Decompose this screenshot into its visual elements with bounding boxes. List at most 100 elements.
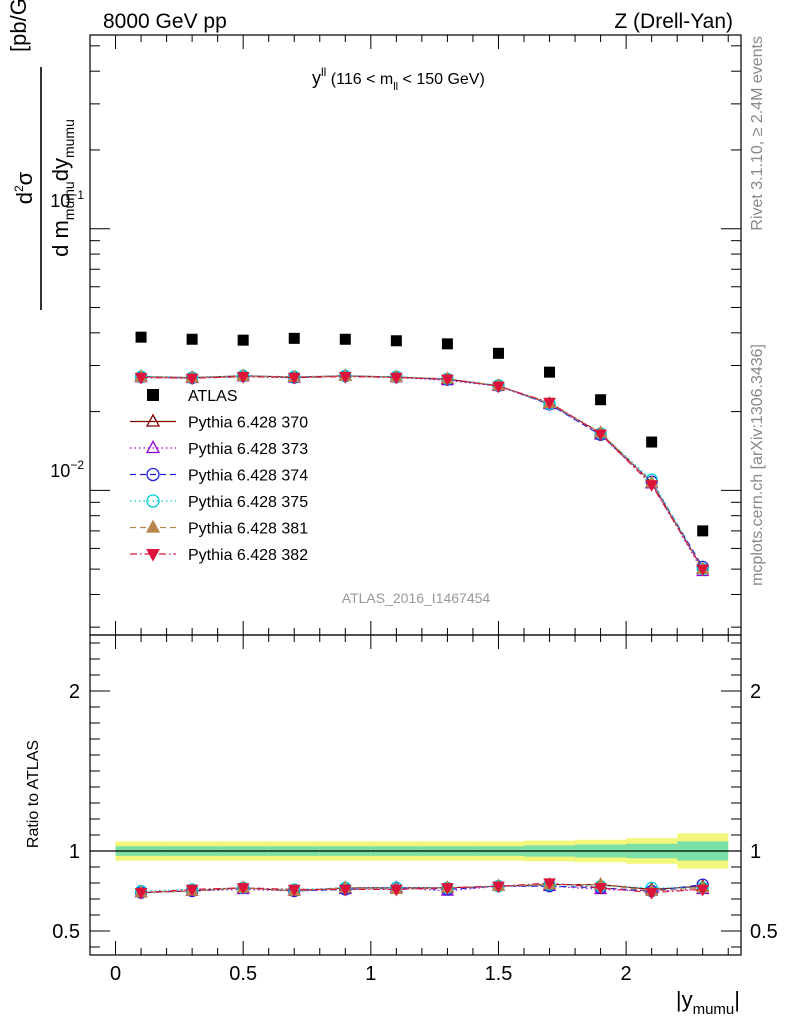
legend-label: Pythia 6.428 382 [188, 547, 308, 564]
legend-label: ATLAS [188, 388, 238, 405]
ratio-point [543, 878, 556, 891]
legend-marker [146, 494, 160, 508]
ratio-tick-labels: 0 0.5 1 1.5 2 0.5 0.5 1 1 2 2 [52, 681, 778, 985]
header-left: 8000 GeV pp [103, 10, 227, 33]
series-6 [134, 372, 710, 577]
data-point [441, 338, 453, 350]
ratio-series-5 [134, 878, 710, 900]
ratio-point [134, 887, 148, 900]
rivet-label: Rivet 3.1.10, ≥ 2.4M events [749, 36, 766, 231]
data-point [135, 331, 147, 343]
ratio-point [696, 884, 710, 897]
ratio-ytick-label-right: 2 [750, 681, 761, 703]
data-point [492, 347, 504, 359]
legend-marker [146, 467, 160, 482]
data-point [134, 372, 148, 385]
ratio-frame [89, 634, 742, 956]
mcplots-label: mcplots.cern.ch [arXiv:1306.3436] [749, 344, 766, 586]
x-tick-label: 1 [365, 963, 376, 985]
x-axis-label: |ymumu| [676, 987, 740, 1018]
data-point [646, 436, 658, 448]
ratio-line [141, 885, 703, 894]
main-ylabel: d2σ d mmumudymumu [pb/GeV] [6, 0, 77, 310]
data-point [595, 394, 607, 406]
legend-label: Pythia 6.428 370 [188, 415, 308, 432]
ratio-ytick-label-left: 2 [69, 681, 80, 703]
ratio-ticks [90, 635, 741, 955]
ratio-ytick-label-right: 0.5 [750, 921, 778, 943]
data-point [339, 333, 351, 345]
legend-marker [146, 549, 160, 562]
ylabel-unit: [pb/GeV] [6, 0, 31, 52]
legend-entry-1: Pythia 6.428 370 [130, 413, 308, 432]
ratio-point [287, 884, 301, 897]
main-series [134, 331, 710, 577]
legend-label: Pythia 6.428 381 [188, 521, 308, 538]
ylabel-denominator: d mmumudymumu [48, 119, 77, 257]
data-point [237, 334, 249, 346]
data-point [697, 525, 709, 537]
data-point [288, 332, 300, 344]
series-line [141, 376, 704, 570]
ratio-point [645, 887, 658, 900]
ratio-point [441, 883, 454, 895]
legend-entry-5: Pythia 6.428 381 [130, 519, 308, 538]
legend: ATLAS Pythia 6.428 370 Pythia 6.428 373 Pyt… [130, 388, 308, 564]
x-tick-label: 0 [110, 963, 121, 985]
x-tick-label: 2 [621, 963, 632, 985]
ylabel-numerator: d2σ [12, 171, 37, 204]
ratio-band [90, 833, 741, 869]
legend-marker [145, 519, 161, 533]
legend-label: Pythia 6.428 374 [188, 468, 308, 485]
ratio-line [141, 882, 703, 894]
legend-entry-6: Pythia 6.428 382 [130, 547, 308, 564]
data-point [441, 374, 454, 387]
data-point [696, 564, 710, 577]
y-tick-label-1e-2: 10−2 [50, 458, 84, 481]
data-point [236, 372, 250, 384]
legend-label: Pythia 6.428 373 [188, 441, 308, 458]
ratio-point [594, 883, 607, 895]
ratio-series [134, 877, 710, 900]
plot-title: yll (116 < mll < 150 GeV) [312, 65, 485, 93]
main-ticks [90, 35, 741, 635]
ratio-point [492, 881, 505, 894]
ratio-point [185, 884, 199, 897]
main-panel: yll (116 < mll < 150 GeV) 10−1 10−2 d2σ … [6, 0, 742, 636]
ratio-ytick-label-left: 0.5 [52, 921, 80, 943]
legend-marker [147, 389, 159, 401]
data-point [338, 372, 352, 384]
data-point [186, 333, 198, 345]
ratio-ytick-label-left: 1 [69, 841, 80, 863]
header-right: Z (Drell-Yan) [614, 10, 733, 33]
ratio-point [236, 883, 250, 895]
ratio-point [390, 884, 403, 897]
data-point [390, 372, 403, 385]
analysis-watermark: ATLAS_2016_I1467454 [342, 590, 491, 606]
legend-entry-0: ATLAS [147, 388, 238, 405]
legend-marker [145, 440, 161, 454]
ratio-point [338, 884, 352, 897]
legend-marker [145, 413, 161, 427]
data-point [645, 480, 658, 492]
legend-entry-2: Pythia 6.428 373 [130, 440, 308, 458]
legend-entry-3: Pythia 6.428 374 [130, 468, 308, 485]
y-tick-label-1e-1: 10−1 [50, 188, 84, 211]
ratio-ylabel: Ratio to ATLAS [25, 740, 42, 848]
x-tick-label: 0.5 [229, 963, 257, 985]
data-point [185, 373, 199, 386]
data-point [594, 429, 607, 442]
legend-entry-4: Pythia 6.428 375 [130, 494, 308, 511]
data-point [390, 335, 402, 347]
ratio-line [141, 884, 703, 892]
legend-label: Pythia 6.428 375 [188, 494, 308, 511]
ratio-ytick-label-right: 1 [750, 841, 761, 863]
series-0 [135, 331, 709, 537]
ratio-panel: 0 0.5 1 1.5 2 0.5 0.5 1 1 2 2 Ratio to ATLAS |ymum… [25, 634, 778, 1018]
x-tick-label: 1.5 [485, 963, 513, 985]
data-point [287, 372, 301, 385]
data-point [544, 366, 556, 378]
data-point [492, 381, 505, 394]
data-point [543, 397, 556, 410]
